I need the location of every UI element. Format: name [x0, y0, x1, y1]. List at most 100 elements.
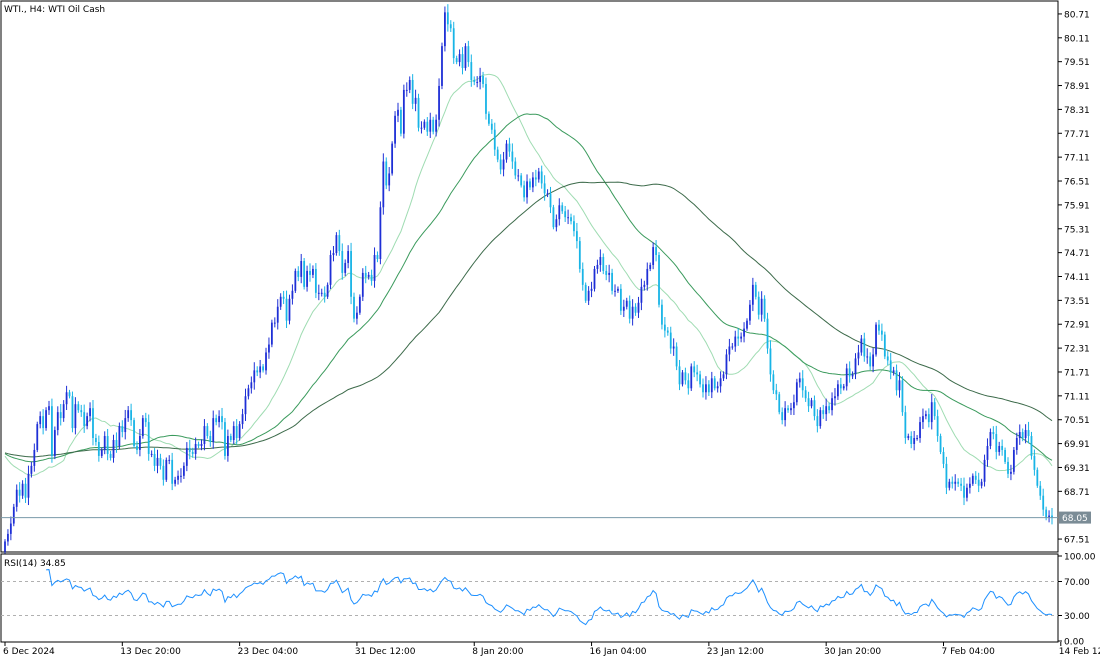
y-tick-label: 72.31: [1064, 345, 1090, 355]
candle-body: [933, 402, 936, 417]
candle-body: [1024, 430, 1027, 439]
candle-body: [417, 97, 420, 128]
candle-body: [593, 268, 596, 289]
candle-body: [218, 416, 220, 423]
y-tick-label: 69.31: [1064, 464, 1090, 474]
candle-body: [206, 426, 209, 437]
candle-body: [182, 465, 185, 476]
y-tick-label: 72.91: [1064, 321, 1090, 331]
y-tick-label: 71.71: [1064, 368, 1090, 378]
candle-body: [608, 272, 611, 275]
candle-body: [18, 489, 21, 496]
candle-body: [684, 372, 687, 381]
candle-body: [605, 270, 608, 275]
candle-body: [801, 378, 804, 391]
candle-body: [543, 183, 546, 194]
rsi-label: RSI(14) 34.85: [4, 559, 66, 569]
candle-body: [520, 175, 523, 186]
candle-body: [790, 408, 792, 411]
candle-body: [209, 436, 212, 442]
candle-body: [124, 418, 127, 433]
candle-body: [573, 221, 575, 232]
candle-body: [191, 451, 194, 454]
y-tick-label: 78.91: [1064, 82, 1090, 92]
candle-body: [617, 288, 619, 291]
candle-body: [423, 121, 426, 128]
y-tick-label: 77.11: [1064, 154, 1090, 164]
candle-body: [455, 58, 458, 63]
candle-body: [649, 264, 652, 269]
candle-body: [309, 270, 311, 275]
candle-body: [115, 440, 118, 446]
candle-body: [699, 374, 701, 385]
candle-body: [171, 459, 174, 484]
candle-body: [56, 412, 59, 431]
candle-body: [611, 272, 613, 291]
candle-body: [646, 268, 649, 285]
candle-body: [760, 298, 763, 315]
candle-body: [578, 241, 581, 269]
candle-body: [165, 459, 168, 480]
y-tick-label: 75.31: [1064, 225, 1090, 235]
candle-body: [394, 115, 396, 144]
x-tick-label: 16 Jan 04:00: [590, 647, 647, 657]
candle-body: [51, 406, 53, 456]
candle-body: [83, 412, 86, 427]
candle-body: [1051, 515, 1053, 518]
candle-body: [687, 380, 690, 389]
candle-body: [9, 523, 12, 534]
candle-body: [966, 487, 968, 498]
candle-body: [942, 451, 945, 464]
candle-body: [842, 386, 845, 389]
candle-body: [1036, 469, 1039, 486]
candle-body: [540, 171, 543, 184]
candle-body: [672, 346, 675, 349]
candle-body: [303, 260, 306, 287]
candle-body: [306, 270, 308, 287]
candle-body: [300, 260, 303, 277]
candle-body: [180, 475, 182, 477]
candle-body: [863, 338, 866, 357]
candle-body: [320, 292, 323, 294]
candle-body: [631, 306, 634, 319]
candle-body: [59, 412, 62, 419]
candle-body: [505, 143, 508, 160]
candle-body: [971, 475, 974, 484]
candle-body: [276, 306, 279, 323]
candle-body: [637, 302, 640, 313]
candle-body: [229, 436, 232, 441]
candle-body: [4, 541, 6, 552]
rsi-y-tick-label: 100.00: [1064, 553, 1096, 563]
candle-body: [429, 119, 432, 132]
candle-body: [68, 392, 71, 397]
candle-body: [883, 334, 886, 357]
candle-body: [778, 394, 781, 413]
candle-body: [998, 445, 1001, 452]
candle-body: [734, 336, 737, 347]
candle-body: [499, 159, 502, 170]
candle-body: [1045, 509, 1048, 518]
candle-body: [1018, 432, 1021, 439]
candle-body: [317, 292, 320, 294]
candle-body: [968, 483, 971, 488]
candle-body: [517, 175, 520, 177]
candle-body: [910, 436, 913, 444]
candle-body: [567, 217, 569, 219]
candle-body: [77, 404, 80, 411]
main-panel: [0, 0, 1059, 553]
candle-body: [402, 89, 405, 134]
candle-body: [221, 416, 223, 423]
candle-body: [250, 382, 253, 389]
candle-body: [15, 489, 18, 507]
candle-body: [681, 372, 684, 385]
candle-body: [426, 121, 429, 132]
candle-body: [144, 418, 147, 423]
candle-body: [1001, 445, 1004, 450]
candle-body: [787, 408, 789, 411]
candle-body: [652, 247, 655, 265]
candle-body: [892, 370, 895, 373]
candle-body: [420, 127, 423, 129]
candle-body: [784, 408, 787, 421]
candle-body: [526, 181, 528, 198]
